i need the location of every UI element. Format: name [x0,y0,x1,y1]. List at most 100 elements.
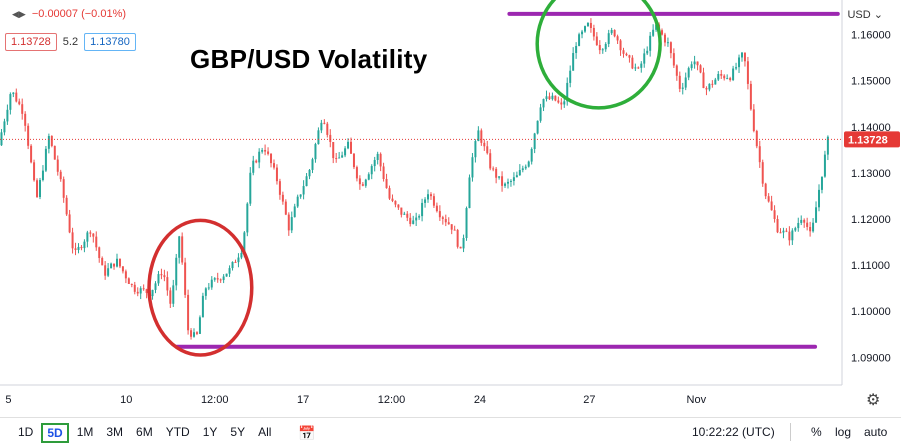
candle-body [652,29,655,36]
candle-body [338,157,341,159]
candle-body [424,199,427,203]
candle-body [483,142,486,147]
candle-body [492,168,495,170]
timeframe-1m[interactable]: 1M [76,425,94,439]
candle-body [643,53,646,64]
bid-price[interactable]: 1.13728 [5,33,57,51]
candle-body [311,159,314,170]
candle-body [530,148,533,162]
candle-body [317,130,320,145]
candle-body [53,145,56,160]
candle-body [743,52,746,62]
candle-body [809,226,812,232]
candle-body [118,258,121,267]
candle-body [406,213,409,218]
timeframe-5d[interactable]: 5D [41,423,69,443]
candle-body [38,180,41,198]
timeframe-6m[interactable]: 6M [136,425,153,439]
candle-body [80,246,83,249]
candle-body [145,289,148,294]
candle-body [326,123,329,135]
candle-body [661,30,664,35]
x-tick-label: 12:00 [378,394,406,406]
candle-body [794,228,797,231]
last-price-badge [844,131,900,148]
candle-body [228,268,231,274]
candle-body [136,291,139,294]
toolbar-divider [790,423,791,441]
candle-body [533,133,536,149]
candle-body [308,169,311,177]
candle-body [290,217,293,231]
candle-body [385,178,388,189]
candle-body [584,26,587,32]
candle-body [432,196,435,206]
candle-body [714,79,717,85]
candle-body [613,29,616,37]
candle-body [373,160,376,167]
candle-body [246,203,249,233]
candle-body [296,196,299,207]
candle-body [720,74,723,76]
candle-body [21,104,24,114]
bottom-toolbar: 1D 5D 1M 3M 6M YTD 1Y 5Y All 📅 [0,417,901,448]
x-tick-label: 5 [5,394,11,406]
candle-body [749,83,752,110]
calendar-icon[interactable]: 📅 [298,424,316,441]
candle-body [489,153,492,169]
candle-body [160,274,163,276]
candle-body [723,75,726,79]
candle-body [791,230,794,241]
auto-toggle[interactable]: auto [864,425,888,439]
candle-body [258,151,261,163]
timeframe-1d[interactable]: 1D [18,425,34,439]
candle-body [341,155,344,158]
candle-body [6,109,9,122]
candle-body [592,27,595,37]
candle-body [299,194,302,197]
candle-body [548,96,551,100]
timeframe-5y[interactable]: 5Y [230,425,246,439]
ask-price[interactable]: 1.13780 [84,33,136,51]
candle-body [551,95,554,100]
candle-body [323,122,326,124]
candle-body [717,74,720,80]
candle-body [62,179,65,198]
candle-body [44,148,47,171]
candle-body [655,24,658,30]
candle-body [764,183,767,197]
candle-body [240,252,243,258]
candle-body [249,172,252,204]
candle-body [770,201,773,211]
currency-selector[interactable]: USD ⌄ [847,8,883,21]
candle-body [264,150,267,152]
candle-body [225,273,228,277]
candle-body [729,78,732,81]
candle-body [163,275,166,278]
candle-body [663,34,666,43]
candle-body [201,295,204,318]
timeframe-all[interactable]: All [258,425,272,439]
candle-body [394,200,397,205]
candle-body [190,330,193,337]
candle-body [637,67,640,69]
candle-body [761,162,764,184]
timeframe-3m[interactable]: 3M [106,425,124,439]
last-price-label: 1.13728 [848,134,888,146]
candle-body [610,29,613,34]
candle-body [293,206,296,218]
y-tick-label: 1.15000 [851,76,891,88]
candle-body [557,100,560,103]
timeframe-ytd[interactable]: YTD [165,425,190,439]
candle-body [278,181,281,195]
candle-body [314,144,317,160]
collapse-arrow-icon[interactable]: ◀▶ [12,8,26,19]
candle-body [726,78,729,80]
percent-toggle[interactable]: % [811,425,822,439]
candle-body [47,136,50,149]
candle-body [586,22,589,27]
log-toggle[interactable]: log [835,425,852,439]
timeframe-1y[interactable]: 1Y [202,425,218,439]
candle-body [56,159,59,172]
